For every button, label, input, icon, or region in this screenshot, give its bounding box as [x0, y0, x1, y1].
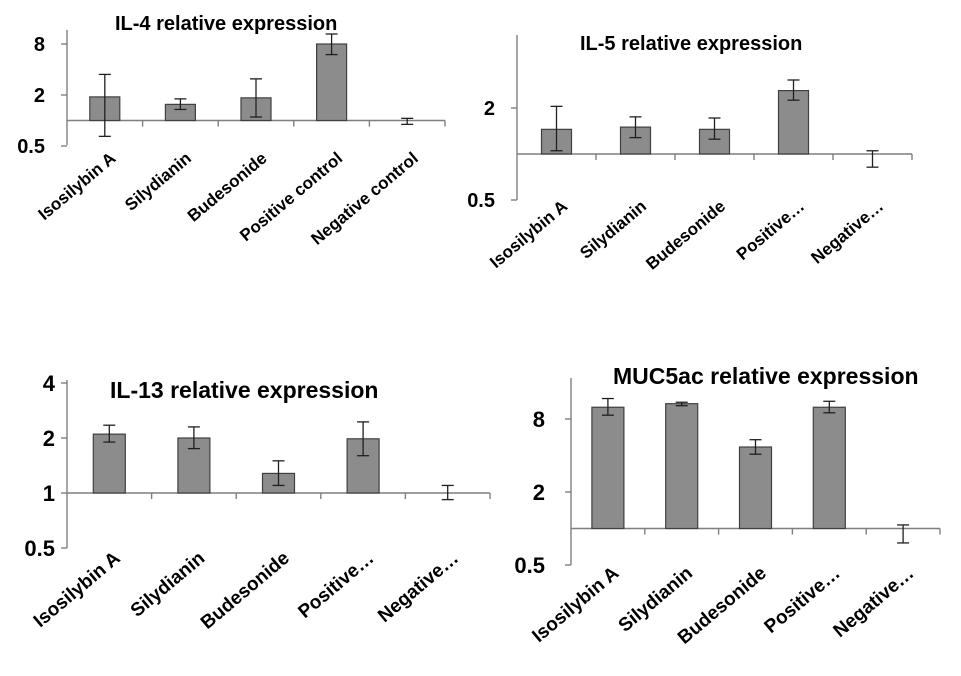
- category-label: Silydianin: [127, 548, 209, 622]
- bar: [591, 406, 625, 530]
- category-label: Positive…: [733, 197, 808, 264]
- y-tick-label: 1: [43, 481, 55, 506]
- chart-panel-4: MUC5ac relative expression0.528Isosilybi…: [514, 363, 941, 649]
- bar: [92, 433, 126, 494]
- y-tick-label: 0.5: [467, 190, 495, 212]
- category-label: Isosilybin A: [486, 197, 571, 272]
- y-tick-label: 8: [533, 407, 545, 432]
- y-tick-label: 0.5: [514, 553, 545, 578]
- category-label: Isosilybin A: [35, 149, 120, 224]
- category-label: Silydianin: [576, 197, 650, 263]
- y-tick-label: 2: [43, 426, 55, 451]
- category-label: Budesonide: [642, 197, 729, 274]
- y-tick-label: 0.5: [24, 536, 55, 561]
- y-tick-label: 0.5: [17, 136, 45, 158]
- y-tick-label: 2: [484, 98, 495, 120]
- bar: [812, 406, 846, 530]
- y-tick-label: 2: [34, 85, 45, 107]
- category-label: Negative…: [808, 197, 888, 268]
- bar: [316, 43, 348, 122]
- bar: [698, 128, 731, 155]
- chart-panel-1: IL-4 relative expression 0.5 2 8 Isosilybin …: [17, 13, 446, 249]
- category-label: Negative…: [374, 548, 463, 627]
- chart-panel-3: IL-13 relative expression0.5124Isosilybi…: [24, 371, 491, 634]
- category-label: Positive…: [294, 548, 378, 623]
- chart-title: IL-5 relative expression: [580, 33, 802, 55]
- y-tick-label: 4: [43, 371, 56, 396]
- chart-panel-2: IL-5 relative expression 0.5 2 Isosilybin A…: [467, 33, 913, 274]
- chart-title: IL-4 relative expression: [115, 13, 337, 35]
- bar: [738, 446, 773, 530]
- category-label: Budesonide: [197, 548, 294, 634]
- category-label: Silydianin: [121, 149, 195, 215]
- y-tick-label: 8: [34, 34, 45, 56]
- y-tick-label: 2: [533, 480, 545, 505]
- bar: [665, 403, 699, 530]
- chart-title: MUC5ac relative expression: [613, 363, 919, 389]
- chart-title: IL-13 relative expression: [110, 377, 378, 403]
- category-label: Negative…: [830, 563, 919, 642]
